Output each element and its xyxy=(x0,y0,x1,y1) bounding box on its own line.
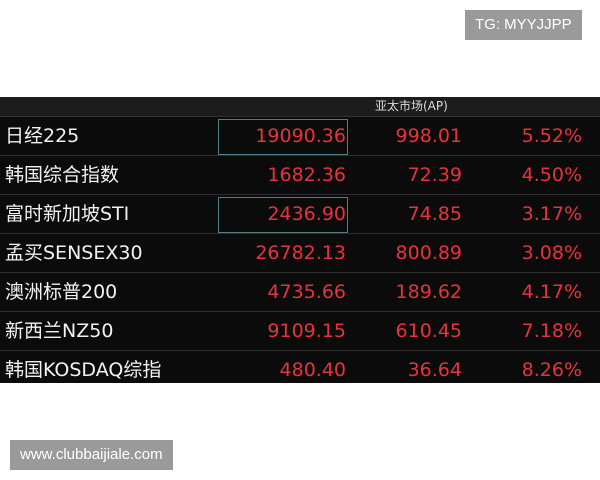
change: 74.85 xyxy=(407,203,462,225)
index-name: 新西兰NZ50 xyxy=(5,320,114,342)
table-row: 韩国综合指数 1682.36 72.39 4.50% xyxy=(0,156,600,195)
change-percent: 5.52% xyxy=(521,125,582,147)
table-row: 孟买SENSEX30 26782.13 800.89 3.08% xyxy=(0,234,600,273)
index-name: 韩国KOSDAQ综指 xyxy=(5,359,162,381)
price: 2436.90 xyxy=(267,203,346,225)
change-percent: 3.17% xyxy=(521,203,582,225)
change-percent: 8.26% xyxy=(521,359,582,381)
table-row: 澳洲标普200 4735.66 189.62 4.17% xyxy=(0,273,600,312)
watermark: TG: MYYJJPP xyxy=(465,10,582,40)
table-row: 日经225 19090.36 998.01 5.52% xyxy=(0,117,600,156)
table-row: 新西兰NZ50 9109.15 610.45 7.18% xyxy=(0,312,600,351)
index-name: 富时新加坡STI xyxy=(5,203,130,225)
price: 4735.66 xyxy=(267,281,346,303)
index-name: 孟买SENSEX30 xyxy=(5,242,143,264)
change: 36.64 xyxy=(407,359,462,381)
price: 480.40 xyxy=(279,359,346,381)
change-percent: 3.08% xyxy=(521,242,582,264)
index-name: 澳洲标普200 xyxy=(5,281,118,303)
price: 19090.36 xyxy=(255,125,346,147)
price: 26782.13 xyxy=(255,242,346,264)
watermark: www.clubbaijiale.com xyxy=(10,440,173,470)
table-row: 韩国KOSDAQ综指 480.40 36.64 8.26% xyxy=(0,351,600,383)
change-percent: 4.50% xyxy=(521,164,582,186)
selection-box xyxy=(218,119,348,155)
price: 1682.36 xyxy=(267,164,346,186)
change: 800.89 xyxy=(395,242,462,264)
index-name: 日经225 xyxy=(5,125,80,147)
change: 610.45 xyxy=(395,320,462,342)
change: 72.39 xyxy=(407,164,462,186)
change: 998.01 xyxy=(395,125,462,147)
table-row: 富时新加坡STI 2436.90 74.85 3.17% xyxy=(0,195,600,234)
price: 9109.15 xyxy=(267,320,346,342)
market-table: 亚太市场(AP) 日经225 19090.36 998.01 5.52% 韩国综合指数 1… xyxy=(0,97,600,383)
table-header: 亚太市场(AP) xyxy=(0,97,600,117)
change-percent: 7.18% xyxy=(521,320,582,342)
change-percent: 4.17% xyxy=(521,281,582,303)
selection-box xyxy=(218,197,348,233)
change: 189.62 xyxy=(395,281,462,303)
index-name: 韩国综合指数 xyxy=(5,164,120,186)
header-title: 亚太市场(AP) xyxy=(375,99,448,113)
